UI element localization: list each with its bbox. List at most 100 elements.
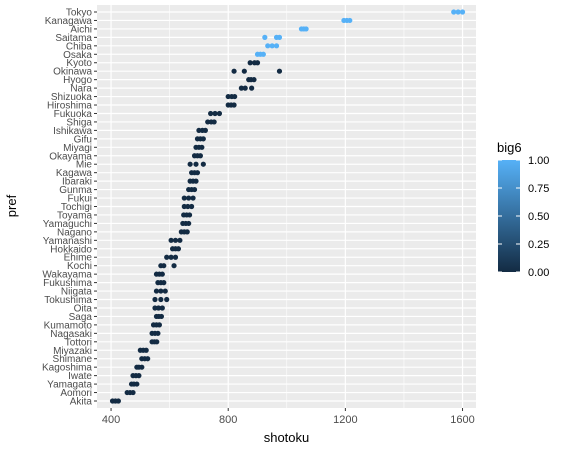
data-point [115, 398, 121, 404]
y-tick-label: Miyazaki [53, 346, 92, 357]
data-point [177, 237, 183, 243]
data-point [303, 26, 309, 32]
data-point [153, 288, 160, 294]
x-tick-label: 1200 [333, 414, 357, 426]
data-point [347, 17, 353, 24]
y-tick-label: Tottori [65, 337, 92, 348]
data-point [191, 186, 198, 193]
data-point [242, 85, 248, 91]
legend-label: 1.00 [528, 155, 549, 167]
data-point [161, 263, 167, 269]
y-tick-label: Saga [69, 312, 93, 323]
data-point [184, 229, 190, 235]
y-tick-label: Ishikawa [53, 126, 92, 137]
y-tick-label: Kochi [67, 261, 92, 272]
y-tick-label: Miyagi [63, 143, 92, 154]
y-tick-label: Hiroshima [47, 101, 92, 112]
y-tick-label: Mie [76, 160, 93, 171]
data-point [193, 178, 199, 184]
data-point [241, 68, 247, 74]
data-point [185, 203, 191, 210]
data-point [145, 356, 151, 362]
data-point [134, 381, 140, 387]
data-point [171, 263, 177, 269]
data-point [168, 254, 174, 260]
y-tick-label: Niigata [61, 287, 93, 298]
data-point [197, 153, 203, 159]
y-tick-label: Yamanashi [43, 236, 92, 247]
data-point [187, 161, 193, 167]
y-tick-label: Hokkaido [50, 244, 92, 255]
data-point [276, 34, 283, 40]
data-point [130, 389, 136, 396]
data-point [455, 9, 461, 15]
data-point [199, 144, 205, 150]
y-tick-label: Oita [74, 303, 93, 314]
y-axis-ticks: TokyoKanagawaAichiSaitamaChibaOsakaKyoto… [42, 8, 97, 408]
y-tick-label: Osaka [63, 50, 92, 61]
y-tick-label: Kagoshima [42, 363, 92, 374]
y-tick-label: Shimane [53, 354, 93, 365]
data-point [154, 339, 160, 345]
y-tick-label: Kumamoto [44, 320, 93, 331]
y-tick-label: Aichi [70, 24, 92, 35]
data-points [109, 9, 466, 404]
data-point [186, 212, 193, 218]
x-axis-ticks: 400 800 1200 1600 [102, 408, 475, 426]
y-tick-label: Fukui [68, 194, 92, 205]
x-axis-title: shotoku [264, 430, 310, 445]
data-point [211, 119, 217, 125]
data-point [247, 60, 253, 66]
legend-ticks: 1.00 0.75 0.50 0.25 0.00 [498, 155, 549, 279]
data-point [194, 170, 201, 176]
data-point [189, 203, 195, 210]
y-tick-label: Tokyo [66, 8, 93, 19]
x-tick-label: 800 [219, 414, 237, 426]
data-point [159, 271, 165, 277]
y-tick-label: Nara [70, 84, 92, 95]
y-tick-label: Ehime [64, 253, 93, 264]
data-point [254, 60, 261, 66]
data-point [231, 68, 237, 74]
data-point [269, 43, 275, 49]
data-point [273, 43, 280, 49]
y-tick-label: Kyoto [66, 58, 92, 69]
y-tick-label: Tochigi [61, 202, 92, 213]
y-axis-title: pref [4, 194, 19, 217]
data-point [181, 195, 187, 201]
data-point [238, 85, 244, 91]
data-point [265, 43, 271, 49]
legend-title: big6 [497, 140, 522, 155]
data-point [251, 77, 257, 83]
y-tick-label: Tokushima [44, 295, 92, 306]
y-tick-label: Saitama [55, 33, 92, 44]
y-tick-label: Okayama [49, 151, 92, 162]
data-point [249, 85, 255, 91]
data-point [262, 34, 268, 40]
y-tick-label: Okinawa [53, 67, 92, 78]
data-point [164, 296, 170, 303]
legend-label: 0.00 [528, 267, 549, 279]
data-point [231, 102, 237, 108]
data-point [158, 288, 164, 294]
y-tick-label: Iwate [68, 371, 92, 382]
y-tick-label: Shiga [66, 117, 92, 128]
x-tick-label: 1600 [450, 414, 474, 426]
legend: big6 1.00 0.75 0.50 0.25 0.00 [497, 140, 549, 279]
data-point [451, 9, 457, 15]
data-point [155, 330, 161, 336]
data-point [158, 313, 165, 320]
y-tick-label: Chiba [66, 41, 93, 52]
data-point [172, 237, 179, 243]
data-point [156, 322, 162, 328]
y-tick-label: Gunma [59, 185, 92, 196]
data-point [208, 110, 214, 117]
data-point [159, 305, 165, 311]
y-tick-label: Ibaraki [62, 177, 92, 188]
data-point [186, 195, 192, 201]
data-point [172, 254, 179, 260]
data-point [168, 237, 174, 243]
y-tick-label: Toyama [57, 210, 92, 221]
legend-colorbar [498, 160, 520, 272]
